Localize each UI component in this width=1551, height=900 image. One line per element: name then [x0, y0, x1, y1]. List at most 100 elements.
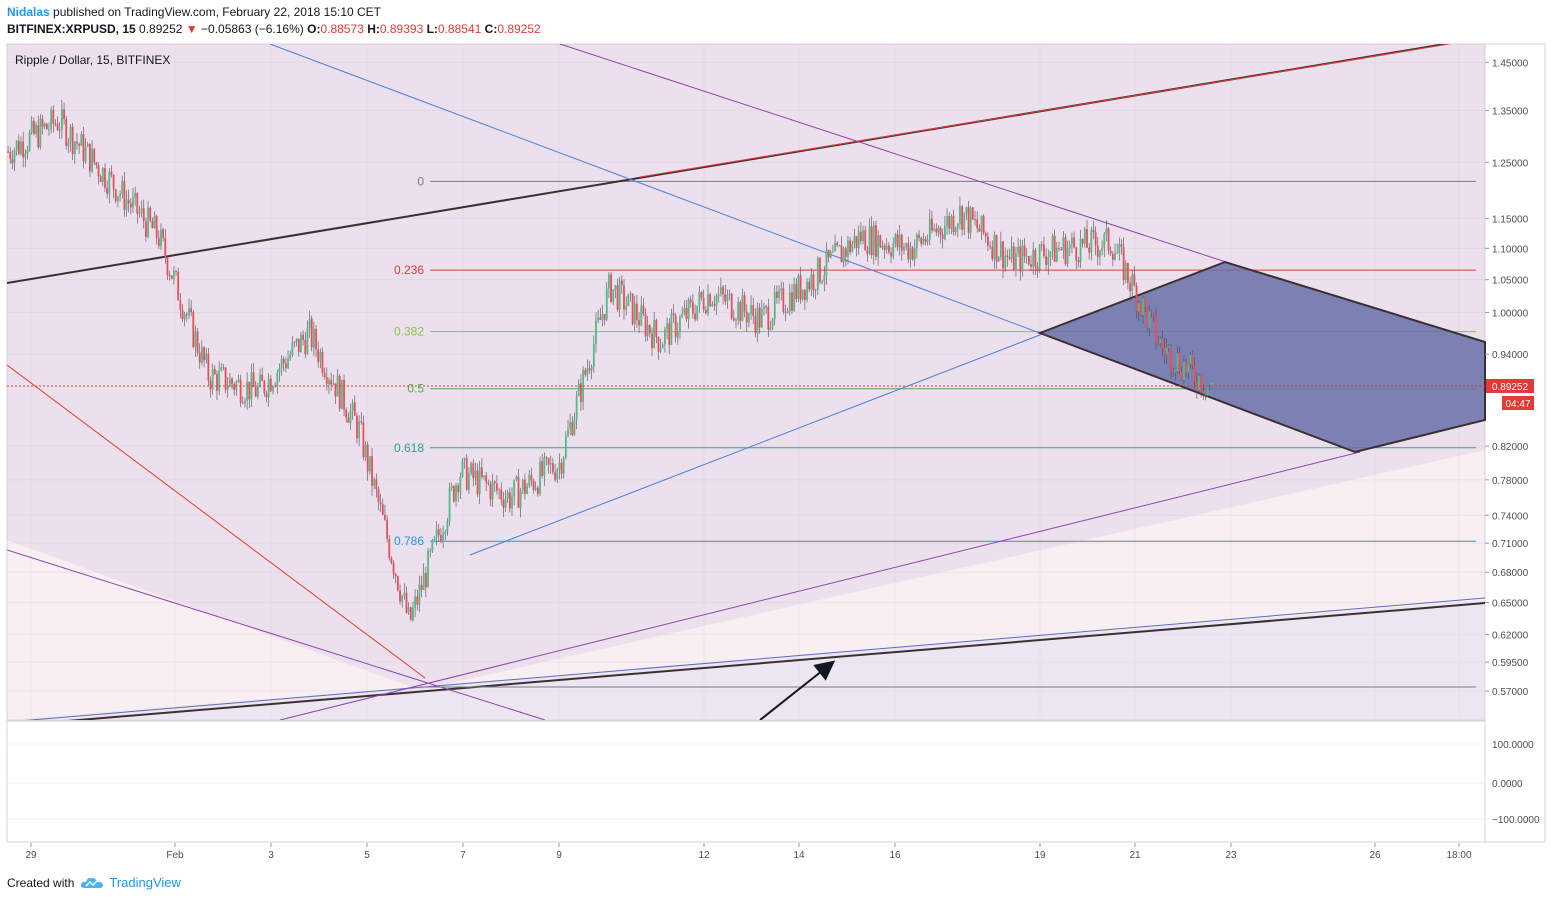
candle-body — [384, 514, 386, 520]
candle-body — [679, 316, 681, 332]
candle-body — [39, 118, 42, 148]
candle-body — [610, 274, 612, 302]
candle-body — [1105, 228, 1108, 234]
candle-body — [707, 294, 709, 314]
candle-body — [442, 533, 444, 542]
candle-body — [1015, 252, 1017, 271]
trend-lines[interactable] — [7, 38, 1485, 726]
candle-body — [412, 608, 414, 620]
close-label: C: — [484, 22, 498, 36]
candle-body — [129, 203, 132, 208]
candle-body — [284, 363, 287, 369]
down-arrow-icon: ▼ — [185, 22, 198, 36]
author-name[interactable]: Nidalas — [7, 5, 50, 19]
open-label: O: — [307, 22, 321, 36]
symbol-label: BITFINEX:XRPUSD, 15 — [7, 22, 136, 36]
candle-body — [935, 228, 938, 233]
fib-level-label: 0.5 — [407, 382, 424, 396]
candle-body — [289, 354, 292, 359]
candle-body — [446, 520, 449, 532]
candle-body — [444, 531, 447, 534]
candle-body — [332, 383, 335, 385]
candle-body — [424, 573, 427, 588]
candle-body — [1092, 229, 1095, 233]
candle-body — [155, 216, 158, 238]
indicator-pane[interactable] — [6, 720, 1486, 843]
footer: Created with TradingView — [7, 875, 181, 890]
candle-body — [1086, 228, 1088, 248]
candle-body — [926, 240, 929, 243]
candle-body — [696, 305, 699, 320]
tradingview-brand[interactable]: TradingView — [80, 875, 181, 890]
candle-body — [700, 291, 703, 298]
candle-body — [567, 429, 569, 437]
candle-body — [629, 293, 632, 295]
candle-body — [334, 383, 337, 397]
candle-body — [308, 318, 311, 329]
candle-body — [838, 245, 841, 247]
candle-body — [948, 216, 951, 229]
candle-body — [1185, 361, 1187, 373]
candle-body — [1111, 253, 1114, 260]
candle-body — [483, 475, 485, 477]
candle-body — [140, 208, 143, 213]
candle-body — [222, 367, 225, 369]
candle-body — [190, 308, 193, 313]
candle-body — [110, 171, 113, 175]
candle-body — [381, 504, 384, 515]
candle-body — [293, 342, 296, 344]
candle-body — [586, 368, 589, 375]
candle-body — [310, 318, 313, 348]
candle-body — [448, 488, 451, 521]
candle-body — [142, 208, 145, 222]
candle-body — [1049, 251, 1052, 257]
candle-body — [491, 481, 494, 500]
candle-body — [672, 313, 675, 316]
candle-body — [302, 334, 305, 340]
fib-channel-region — [7, 44, 1485, 720]
candle-body — [1019, 246, 1022, 272]
candle-body — [771, 319, 774, 328]
candle-body — [1127, 263, 1129, 283]
candle-body — [676, 331, 679, 338]
candle-body — [726, 294, 729, 302]
time-tick-label: 19 — [1034, 850, 1046, 861]
price-tick-label: 1.25000 — [1492, 158, 1529, 169]
candle-body — [405, 592, 408, 613]
candle-body — [1178, 353, 1181, 372]
candle-body — [674, 315, 677, 338]
candle-body — [769, 327, 772, 330]
candle-body — [982, 215, 985, 234]
high-value: 0.89393 — [379, 22, 424, 36]
candle-body — [401, 595, 404, 602]
candle-body — [1202, 392, 1205, 394]
candle-body — [642, 305, 645, 314]
candle-body — [961, 206, 964, 230]
price-tick-label: 0.71000 — [1492, 539, 1529, 550]
candle-body — [89, 143, 91, 172]
candlestick-series[interactable] — [7, 99, 1213, 622]
candle-body — [86, 143, 89, 147]
indicator-axis-labels: 100.0000 0.0000 −100.0000 — [1492, 740, 1540, 826]
candle-body — [816, 257, 819, 290]
candle-body — [1068, 244, 1071, 249]
candle-body — [82, 134, 85, 162]
candle-body — [648, 324, 651, 334]
candle-body — [653, 320, 656, 348]
candle-body — [1075, 247, 1078, 261]
candle-body — [782, 288, 785, 312]
price-scale[interactable] — [1484, 43, 1546, 843]
lower-trend-line[interactable] — [7, 602, 1485, 726]
candle-body — [1064, 237, 1067, 264]
candle-body — [963, 212, 966, 230]
candle-body — [166, 257, 169, 276]
candle-body — [414, 596, 417, 609]
bearish-pennant-pattern[interactable] — [1037, 260, 1486, 454]
candle-body — [627, 294, 630, 306]
time-tick-label: Feb — [166, 850, 184, 861]
candle-body — [291, 342, 294, 355]
candle-body — [162, 229, 165, 238]
candle-body — [763, 306, 765, 309]
candle-body — [907, 243, 910, 260]
